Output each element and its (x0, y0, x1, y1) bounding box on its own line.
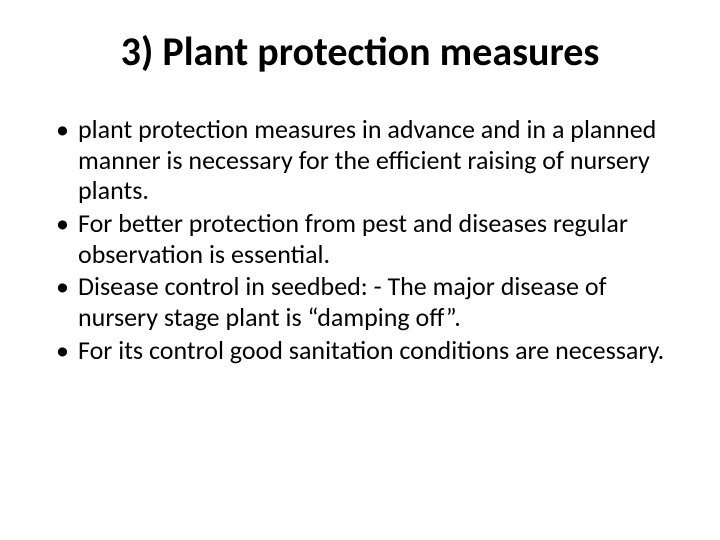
list-item: Disease control in seedbed: - The major … (50, 271, 670, 332)
list-item: For its control good sanitation conditio… (50, 335, 670, 366)
slide-title: 3) Plant protection measures (40, 30, 680, 74)
list-item: plant protection measures in advance and… (50, 114, 670, 206)
list-item: For better protection from pest and dise… (50, 208, 670, 269)
bullet-list: plant protection measures in advance and… (40, 114, 680, 365)
slide: 3) Plant protection measures plant prote… (0, 0, 720, 540)
